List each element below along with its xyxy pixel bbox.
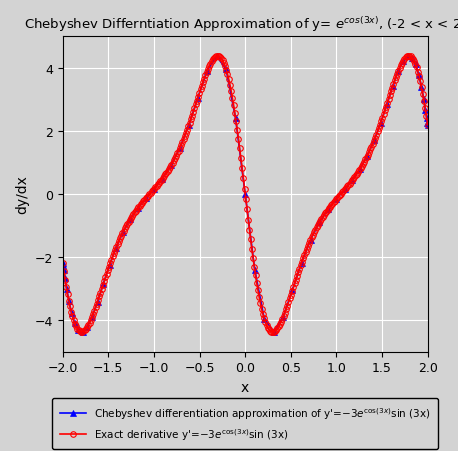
Exact derivative y'=$-3e^{\cos(3x)}$sin (3x) <box>280 317 285 322</box>
Exact derivative y'=$-3e^{\cos(3x)}$sin (3x) <box>60 261 65 266</box>
Exact derivative y'=$-3e^{\cos(3x)}$sin (3x) <box>270 329 275 335</box>
Exact derivative y'=$-3e^{\cos(3x)}$sin (3x) <box>393 75 398 81</box>
Chebyshev differentiation approximation of y'=$-3e^{\cos(3x)}$sin (3x) <box>405 54 410 60</box>
Chebyshev differentiation approximation of y'=$-3e^{\cos(3x)}$sin (3x) <box>271 329 277 335</box>
Y-axis label: dy/dx: dy/dx <box>15 175 29 214</box>
Chebyshev differentiation approximation of y'=$-3e^{\cos(3x)}$sin (3x) <box>80 329 85 335</box>
Title: Chebyshev Differntiation Approximation of y= $e^{cos(3x)}$, (-2 < x < 2): Chebyshev Differntiation Approximation o… <box>24 15 458 34</box>
Line: Chebyshev differentiation approximation of y'=$-3e^{\cos(3x)}$sin (3x): Chebyshev differentiation approximation … <box>60 54 431 335</box>
Exact derivative y'=$-3e^{\cos(3x)}$sin (3x) <box>370 142 376 147</box>
Line: Exact derivative y'=$-3e^{\cos(3x)}$sin (3x): Exact derivative y'=$-3e^{\cos(3x)}$sin … <box>60 54 431 335</box>
X-axis label: x: x <box>241 380 249 394</box>
Chebyshev differentiation approximation of y'=$-3e^{\cos(3x)}$sin (3x) <box>308 237 313 243</box>
Chebyshev differentiation approximation of y'=$-3e^{\cos(3x)}$sin (3x) <box>168 163 174 169</box>
Exact derivative y'=$-3e^{\cos(3x)}$sin (3x) <box>425 123 431 128</box>
Legend: Chebyshev differentiation approximation of y'=$-3e^{\cos(3x)}$sin (3x), Exact de: Chebyshev differentiation approximation … <box>52 398 438 449</box>
Exact derivative y'=$-3e^{\cos(3x)}$sin (3x) <box>278 319 284 325</box>
Chebyshev differentiation approximation of y'=$-3e^{\cos(3x)}$sin (3x) <box>425 123 431 128</box>
Exact derivative y'=$-3e^{\cos(3x)}$sin (3x) <box>61 269 66 275</box>
Chebyshev differentiation approximation of y'=$-3e^{\cos(3x)}$sin (3x) <box>416 73 421 78</box>
Chebyshev differentiation approximation of y'=$-3e^{\cos(3x)}$sin (3x) <box>101 281 106 287</box>
Chebyshev differentiation approximation of y'=$-3e^{\cos(3x)}$sin (3x) <box>114 245 119 251</box>
Exact derivative y'=$-3e^{\cos(3x)}$sin (3x) <box>215 54 220 60</box>
Exact derivative y'=$-3e^{\cos(3x)}$sin (3x) <box>286 300 291 305</box>
Chebyshev differentiation approximation of y'=$-3e^{\cos(3x)}$sin (3x) <box>60 261 65 266</box>
